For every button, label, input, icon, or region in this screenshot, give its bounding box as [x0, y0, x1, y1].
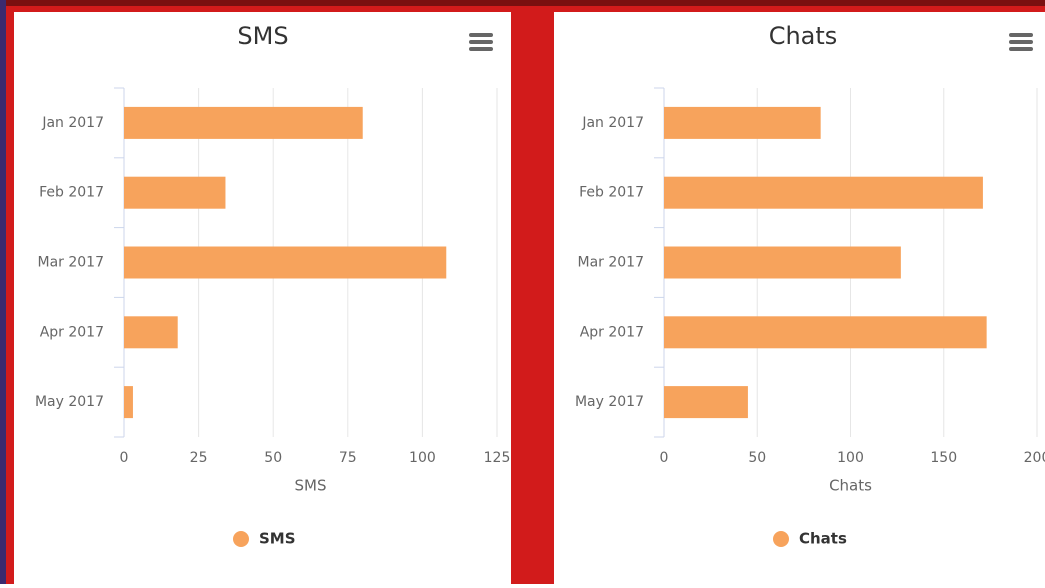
x-tick-label: 125 [484, 450, 511, 466]
y-tick-label: Feb 2017 [39, 185, 104, 201]
bar [664, 176, 983, 209]
y-tick-label: Apr 2017 [40, 324, 104, 340]
menu-icon-bar[interactable] [1009, 40, 1033, 44]
x-tick-label: 0 [120, 450, 129, 466]
chart-panel [14, 12, 511, 584]
y-tick-label: May 2017 [35, 394, 104, 410]
y-tick-label: May 2017 [575, 394, 644, 410]
bar [124, 246, 447, 279]
chart-title: SMS [237, 22, 288, 50]
legend-label[interactable]: SMS [259, 530, 296, 548]
bar [124, 316, 178, 349]
x-tick-label: 100 [837, 450, 864, 466]
x-tick-label: 100 [409, 450, 436, 466]
x-tick-label: 50 [748, 450, 766, 466]
x-tick-label: 200 [1024, 450, 1045, 466]
bar [124, 106, 363, 139]
legend-label[interactable]: Chats [799, 530, 847, 548]
x-axis-title: Chats [829, 477, 872, 495]
bar [124, 176, 226, 209]
bar [664, 316, 987, 349]
chart-title: Chats [769, 22, 838, 50]
y-tick-label: Apr 2017 [580, 324, 644, 340]
y-tick-label: Mar 2017 [578, 255, 645, 271]
menu-icon-bar[interactable] [469, 40, 493, 44]
legend-marker [773, 531, 789, 547]
top-edge [0, 0, 1045, 6]
menu-icon-bar[interactable] [469, 47, 493, 51]
y-tick-label: Jan 2017 [581, 115, 644, 131]
bar [664, 106, 821, 139]
menu-icon-bar[interactable] [469, 33, 493, 37]
chart-panel [554, 12, 1045, 584]
x-tick-label: 0 [660, 450, 669, 466]
menu-icon-bar[interactable] [1009, 47, 1033, 51]
x-axis-title: SMS [295, 477, 327, 495]
y-tick-label: Mar 2017 [38, 255, 105, 271]
bar [664, 386, 748, 419]
bar [664, 246, 901, 279]
x-tick-label: 25 [190, 450, 208, 466]
x-tick-label: 150 [930, 450, 957, 466]
legend-marker [233, 531, 249, 547]
menu-icon-bar[interactable] [1009, 33, 1033, 37]
left-edge [0, 0, 6, 584]
x-tick-label: 50 [264, 450, 282, 466]
bar [124, 386, 133, 419]
y-tick-label: Feb 2017 [579, 185, 644, 201]
x-tick-label: 75 [339, 450, 357, 466]
y-tick-label: Jan 2017 [41, 115, 104, 131]
